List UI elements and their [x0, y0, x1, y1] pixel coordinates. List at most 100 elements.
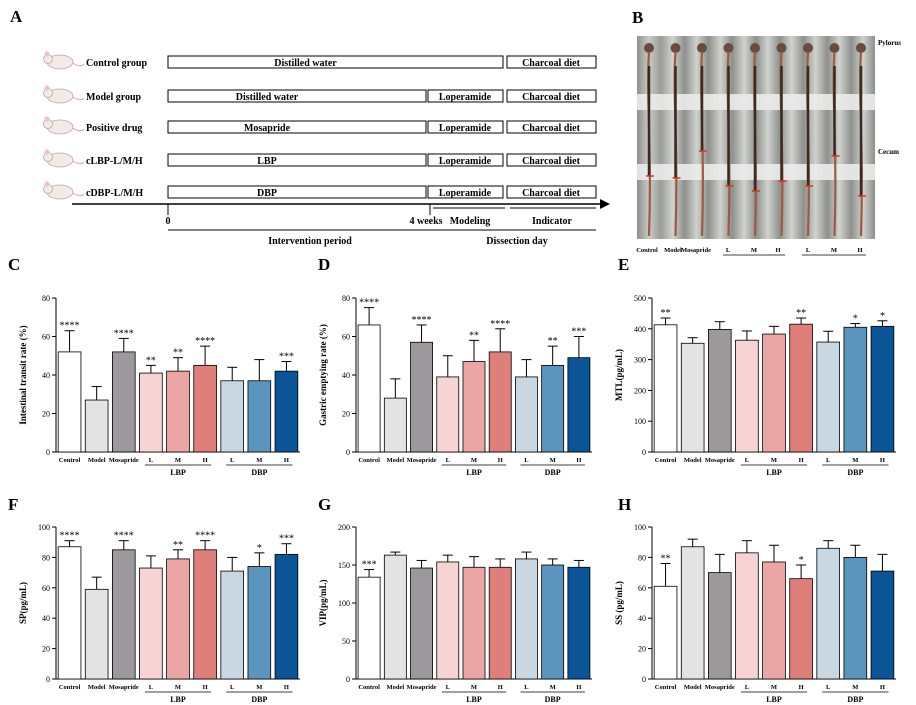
- bar: [843, 326, 868, 453]
- bar: [843, 557, 868, 680]
- bar: [789, 323, 813, 453]
- bar: [383, 554, 407, 680]
- significance-label: ***: [279, 534, 294, 545]
- group-label-lbp: LBP: [170, 468, 186, 477]
- x-tick-label: Mosapride: [705, 684, 735, 691]
- stomach-mark: [723, 43, 734, 53]
- x-tick-label: H: [576, 684, 581, 691]
- x-tick-label: M: [852, 457, 858, 464]
- group-label-dbp: DBP: [545, 468, 561, 477]
- significance-label: **: [469, 330, 479, 341]
- x-tick-label: L: [524, 684, 529, 691]
- intestine-photo-panel: B Pylorus Cecum Control Model Mosapride L M H…: [630, 8, 916, 258]
- y-tick-label: 80: [342, 294, 350, 303]
- significance-label: ****: [114, 328, 134, 339]
- bar: [735, 339, 759, 453]
- y-tick-label: 40: [342, 371, 350, 380]
- y-tick-label: 40: [638, 614, 646, 623]
- bar: [541, 564, 565, 680]
- y-axis-label: Intestinal transit rate (%): [18, 325, 28, 424]
- y-tick-label: 20: [42, 410, 50, 419]
- stomach-mark: [670, 43, 681, 53]
- bar: [139, 372, 163, 453]
- bar: [870, 570, 895, 680]
- x-tick-label: M: [771, 457, 777, 464]
- panel-letter: G: [318, 495, 331, 514]
- bar: [707, 329, 732, 453]
- x-tick-label: H: [880, 457, 885, 464]
- y-tick-label: 60: [342, 333, 350, 342]
- bar: [220, 570, 245, 680]
- cecum-label: Cecum: [878, 148, 899, 156]
- significance-label: **: [173, 348, 183, 359]
- x-tick-label: L: [745, 457, 750, 464]
- stomach-mark: [697, 43, 707, 53]
- group-label-dbp: DBP: [847, 468, 863, 477]
- bar: [410, 341, 433, 453]
- bar: [462, 566, 486, 680]
- group-label-lbp: LBP: [466, 468, 482, 477]
- bar: [680, 342, 705, 453]
- x-tick-label: L: [524, 457, 529, 464]
- bar: [541, 364, 565, 453]
- y-tick-label: 0: [346, 675, 350, 684]
- y-tick-label: 0: [46, 448, 50, 457]
- significance-label: *: [880, 311, 885, 322]
- panel-letter: E: [618, 255, 629, 274]
- bar: [762, 333, 786, 453]
- x-tick-label: Model: [88, 684, 106, 691]
- bar: [735, 552, 759, 680]
- significance-label: ***: [279, 352, 294, 363]
- significance-label: ****: [412, 315, 432, 326]
- significance-label: ****: [195, 531, 215, 542]
- x-tick-label: Control: [59, 684, 81, 691]
- x-tick-label: H: [203, 457, 208, 464]
- intestine-photo: [637, 36, 875, 239]
- y-tick-label: 0: [642, 448, 646, 457]
- group-label-lbp: LBP: [466, 695, 482, 704]
- x-tick-label: Mosapride: [705, 457, 735, 464]
- significance-label: **: [548, 336, 558, 347]
- significance-label: *: [257, 543, 262, 554]
- x-tick-label: M: [550, 684, 556, 691]
- x-tick-label: M: [852, 684, 858, 691]
- bar: [111, 351, 136, 453]
- bar: [488, 566, 512, 680]
- x-tick-label: Control: [358, 684, 380, 691]
- chart-panel-h: H 0 20 40 60 80 100 SS (pg/mL) ** Control Model Mos…: [614, 495, 896, 704]
- x-tick-label: Model: [684, 684, 702, 691]
- bar: [488, 351, 512, 453]
- y-tick-label: 100: [338, 599, 350, 608]
- bar: [166, 370, 190, 453]
- significance-label: **: [173, 540, 183, 551]
- group-label-dbp: DBP: [251, 695, 267, 704]
- pylorus-label: Pylorus: [878, 39, 901, 47]
- y-tick-label: 300: [634, 356, 646, 365]
- bar: [274, 553, 299, 680]
- y-axis-label: Gastric emptying rate (%): [318, 324, 328, 426]
- x-tick-label: M: [471, 457, 477, 464]
- y-tick-label: 50: [342, 637, 350, 646]
- panel-letter-b: B: [632, 8, 643, 27]
- panel-letter: F: [8, 495, 18, 514]
- y-axis-label: MTL(pg/mL): [614, 349, 624, 401]
- y-tick-label: 40: [42, 614, 50, 623]
- y-tick-label: 0: [46, 675, 50, 684]
- x-tick-label: H: [498, 684, 503, 691]
- group-label-lbp: LBP: [766, 468, 782, 477]
- significance-label: ****: [60, 531, 80, 542]
- bar: [870, 325, 895, 453]
- x-tick-label: Control: [59, 457, 81, 464]
- panel-letter: C: [8, 255, 20, 274]
- bar: [653, 585, 678, 680]
- x-tick-label: M: [471, 684, 477, 691]
- x-tick-label: H: [284, 684, 289, 691]
- bar: [274, 370, 299, 453]
- y-tick-label: 400: [634, 325, 646, 334]
- x-tick-label: L: [230, 457, 235, 464]
- bar: [247, 566, 272, 680]
- bar: [84, 399, 109, 453]
- group-label-dbp: DBP: [251, 468, 267, 477]
